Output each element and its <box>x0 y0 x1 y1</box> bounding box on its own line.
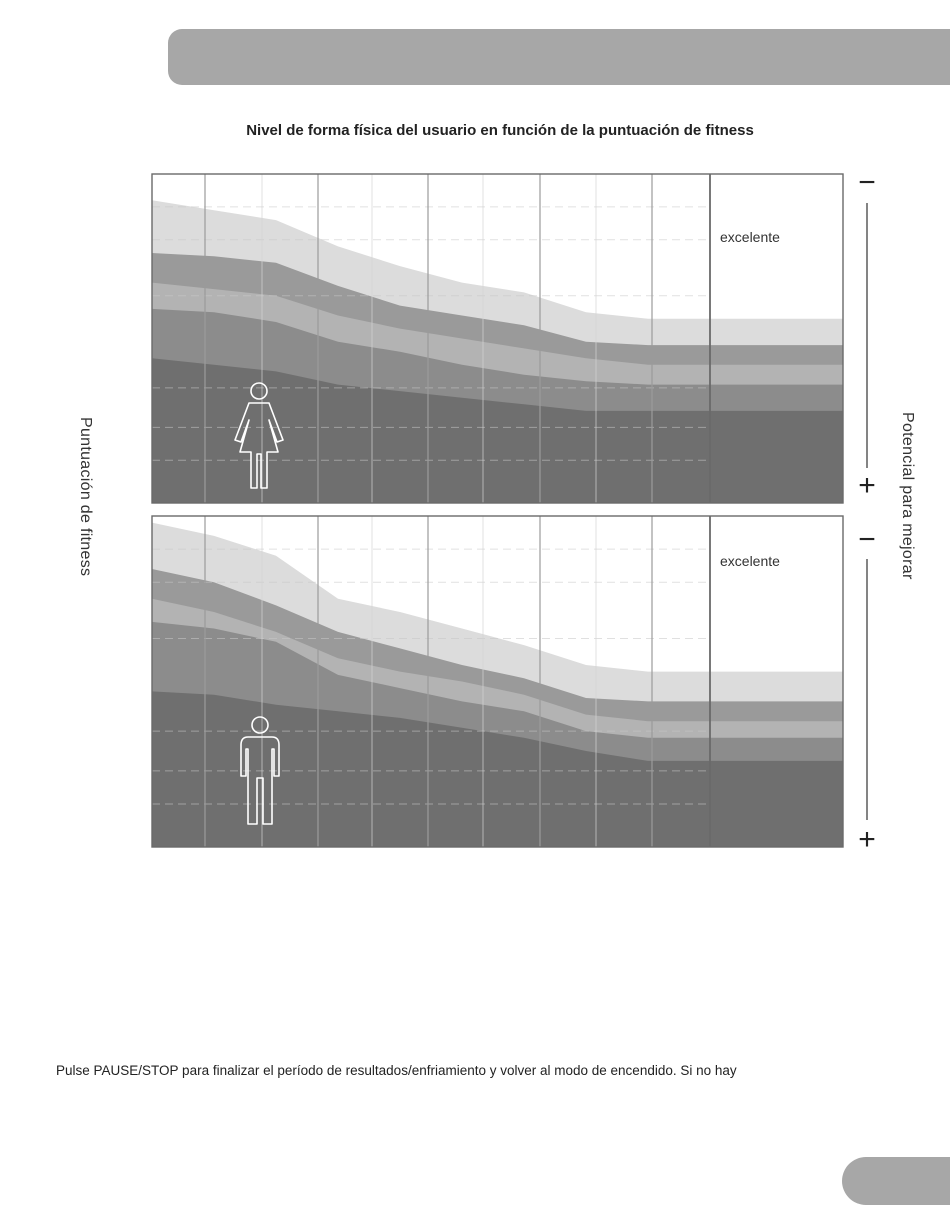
y-axis-left-label: Puntuación de fitness <box>77 417 94 577</box>
fitness-band-5 <box>152 358 843 503</box>
scale-plus-bottom: + <box>858 823 876 856</box>
header-tab <box>168 29 950 85</box>
fitness-band-5 <box>152 691 843 847</box>
chart-female: excelente <box>151 173 844 504</box>
footer-tab <box>842 1157 950 1205</box>
male-icon <box>240 716 280 825</box>
scale-plus-top: + <box>858 469 876 502</box>
chart-frame <box>151 515 844 848</box>
band-label-excelente: excelente <box>720 553 780 569</box>
improvement-scale: − + − + <box>858 166 876 856</box>
body-text: Pulse PAUSE/STOP para finalizar el perío… <box>56 1063 737 1078</box>
page-title: Nivel de forma física del usuario en fun… <box>246 122 754 139</box>
band-label-excelente: excelente <box>720 229 780 245</box>
chart-male: excelente <box>151 515 844 848</box>
y-axis-right-label: Potencial para mejorar <box>899 412 916 580</box>
scale-minus-bottom: − <box>858 523 876 556</box>
scale-minus-top: − <box>858 166 876 199</box>
chart-frame <box>151 173 844 504</box>
female-icon <box>234 382 284 489</box>
